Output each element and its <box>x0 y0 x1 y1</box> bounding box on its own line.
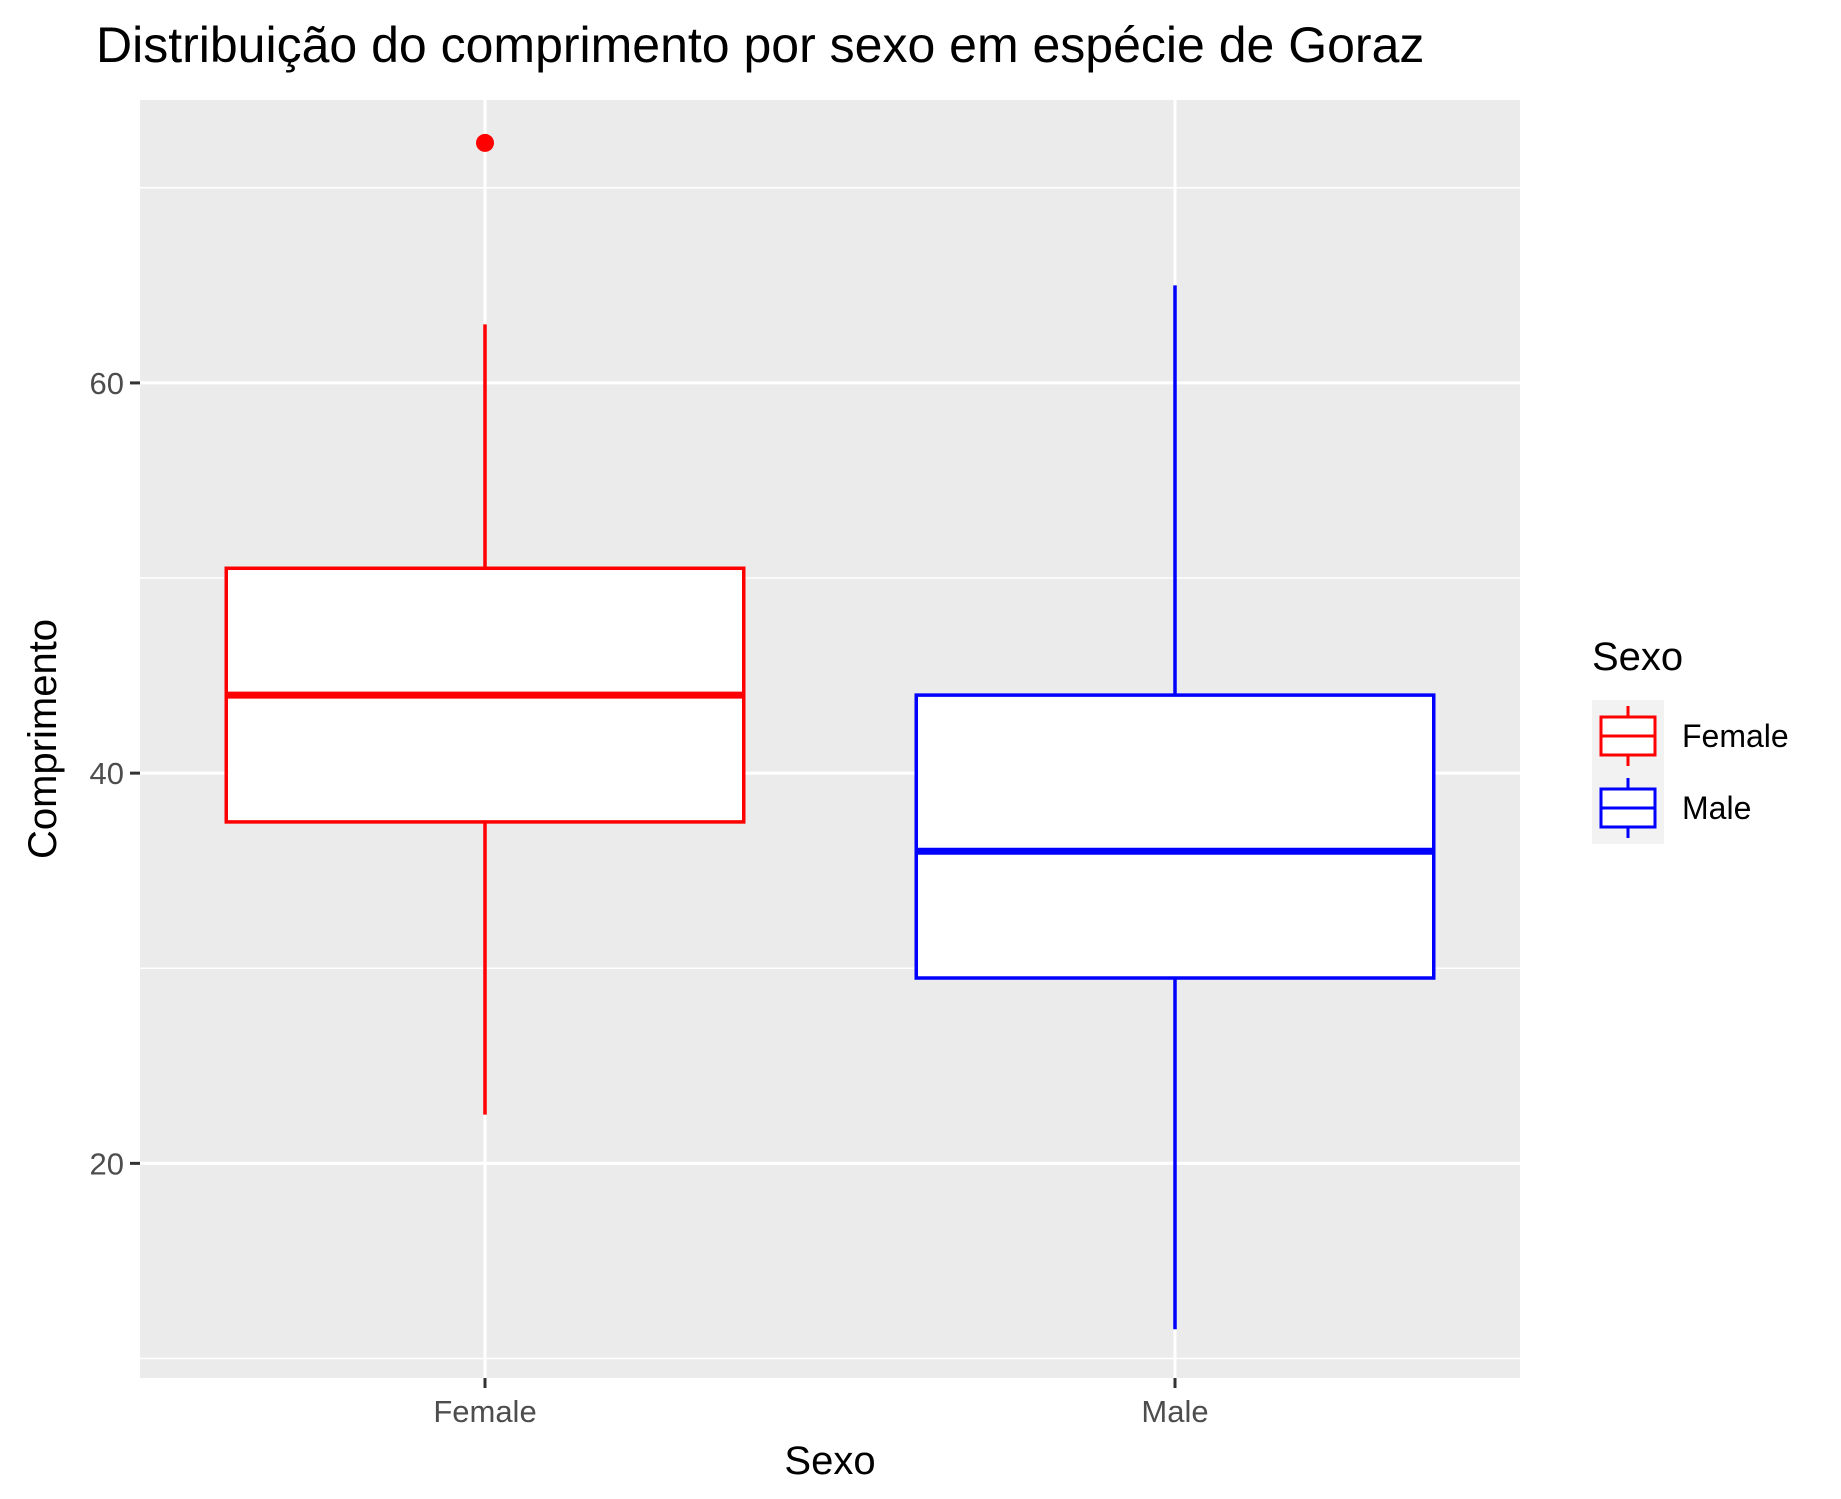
chart-title: Distribuição do comprimento por sexo em … <box>96 17 1424 73</box>
legend-title: Sexo <box>1592 635 1683 679</box>
y-tick-label: 60 <box>90 366 124 401</box>
legend-key-female <box>1599 706 1657 766</box>
outlier-point <box>476 133 494 152</box>
y-axis: 20 40 60 <box>90 366 140 1181</box>
box-male <box>914 285 1436 1330</box>
x-axis-title: Sexo <box>784 1439 875 1483</box>
legend: Sexo Female Male <box>1592 635 1789 844</box>
y-tick-label: 20 <box>90 1146 124 1181</box>
y-axis-title: Comprimento <box>21 619 65 859</box>
box-iqr <box>914 693 1436 980</box>
box-series <box>224 133 1436 1330</box>
legend-key-male <box>1599 778 1657 838</box>
x-axis: Female Male <box>433 1378 1209 1429</box>
legend-label: Male <box>1682 790 1751 826</box>
legend-label: Female <box>1682 718 1789 754</box>
y-tick-label: 40 <box>90 756 124 791</box>
x-tick-label: Female <box>433 1394 536 1429</box>
box-female <box>224 133 746 1115</box>
x-tick-label: Male <box>1141 1394 1208 1429</box>
